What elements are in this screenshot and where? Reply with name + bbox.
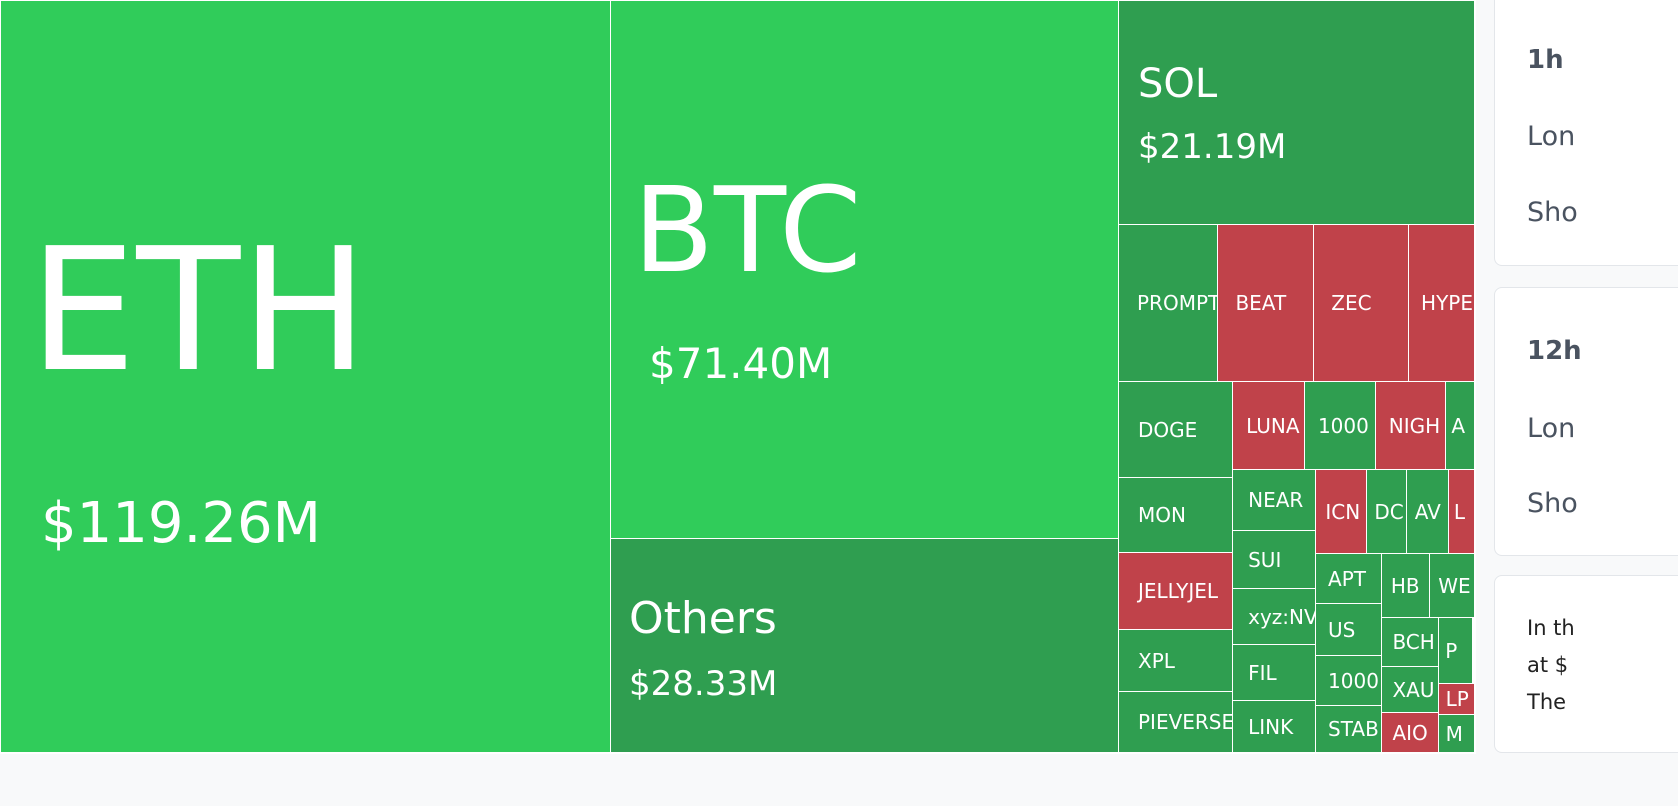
treemap-cell[interactable]: L	[1448, 469, 1475, 554]
treemap-cell[interactable]: WE	[1429, 553, 1475, 618]
treemap-cell[interactable]: APT	[1315, 553, 1382, 604]
cell-symbol: M	[1445, 721, 1463, 746]
cell-symbol: STAB	[1328, 717, 1379, 741]
treemap-cell[interactable]: MON	[1118, 477, 1233, 553]
treemap-cell[interactable]: DOGE	[1118, 381, 1233, 478]
cell-symbol: APT	[1328, 566, 1367, 591]
treemap-cell[interactable]: LP	[1438, 683, 1475, 715]
cell-symbol: ZEC	[1331, 291, 1372, 315]
treemap-cell[interactable]: LINK	[1232, 700, 1316, 753]
cell-symbol: L	[1453, 499, 1466, 524]
cell-symbol: DC	[1374, 499, 1404, 524]
treemap-cell[interactable]: JELLYJEL	[1118, 552, 1233, 630]
cell-symbol: P	[1445, 638, 1458, 663]
cell-symbol: HB	[1390, 573, 1420, 598]
treemap-cell[interactable]: BCH	[1381, 617, 1439, 667]
treemap-cell[interactable]: STAB	[1315, 705, 1382, 753]
liquidation-treemap: ETH $119.26M BTC $71.40M Others $28.33M …	[0, 0, 1476, 754]
treemap-cell[interactable]: NEAR	[1232, 469, 1316, 531]
cell-symbol: US	[1328, 617, 1356, 642]
treemap-cell[interactable]: ZEC	[1313, 224, 1409, 382]
cell-symbol: 1000	[1317, 413, 1369, 438]
cell-symbol: DOGE	[1138, 417, 1198, 442]
treemap-cell[interactable]: HB	[1381, 553, 1430, 618]
cell-symbol: BCH	[1392, 630, 1435, 654]
card-row-short: Sho	[1527, 488, 1578, 519]
cell-symbol: BEAT	[1235, 291, 1287, 315]
cell-symbol: xyz:NV	[1248, 604, 1316, 629]
card-row-short: Sho	[1527, 197, 1578, 228]
treemap-cell[interactable]: PROMPT	[1118, 224, 1218, 382]
cell-symbol: SOL	[1138, 61, 1218, 107]
summary-line: In th	[1527, 616, 1575, 640]
cell-symbol: AIO	[1392, 720, 1428, 745]
treemap-cell-sol[interactable]: SOL $21.19M	[1118, 0, 1475, 225]
cell-symbol: 1000	[1328, 668, 1379, 693]
treemap-cell[interactable]: DC	[1366, 469, 1407, 554]
treemap-cell[interactable]: ICN	[1315, 469, 1367, 554]
stats-card-12h: 12h Lon Sho	[1494, 287, 1678, 556]
cell-symbol: SUI	[1248, 547, 1282, 572]
cell-symbol: NIGH	[1388, 413, 1441, 438]
cell-symbol: A	[1451, 413, 1466, 438]
cell-symbol: JELLYJEL	[1138, 579, 1219, 603]
cell-symbol: MON	[1138, 503, 1186, 527]
card-title: 12h	[1527, 336, 1582, 366]
treemap-cell[interactable]: LUNA	[1232, 381, 1305, 470]
cell-symbol: ETH	[29, 212, 369, 410]
cell-symbol: ICN	[1325, 499, 1361, 524]
cell-symbol: PIEVERSE	[1138, 710, 1233, 734]
treemap-cell[interactable]: P	[1438, 617, 1473, 684]
stats-card-1h: 1h Lon Sho	[1494, 0, 1678, 266]
treemap-cell[interactable]: US	[1315, 603, 1382, 656]
treemap-cell[interactable]: A	[1445, 381, 1475, 470]
card-row-long: Lon	[1527, 413, 1576, 444]
cell-symbol: LUNA	[1246, 413, 1300, 438]
treemap-cell[interactable]: 1000	[1304, 381, 1376, 470]
treemap-cell-eth[interactable]: ETH $119.26M	[0, 0, 611, 753]
cell-symbol: AV	[1414, 499, 1441, 524]
card-row-long: Lon	[1527, 121, 1576, 152]
summary-line: at $	[1527, 653, 1569, 677]
cell-value: $119.26M	[41, 491, 321, 556]
treemap-cell[interactable]: XAU	[1381, 666, 1439, 713]
cell-value: $28.33M	[629, 664, 778, 704]
cell-value: $71.40M	[649, 339, 833, 388]
cell-symbol: BTC	[633, 161, 862, 299]
card-title: 1h	[1527, 45, 1564, 75]
treemap-cell[interactable]: SUI	[1232, 530, 1316, 589]
summary-card: In th at $ The	[1494, 575, 1678, 753]
treemap-cell[interactable]: xyz:NV	[1232, 588, 1316, 645]
cell-symbol: LINK	[1248, 714, 1294, 739]
treemap-cell[interactable]: PIEVERSE	[1118, 691, 1233, 753]
treemap-cell[interactable]: 1000	[1315, 655, 1382, 706]
treemap-cell-others[interactable]: Others $28.33M	[610, 538, 1119, 753]
cell-symbol: XPL	[1138, 648, 1175, 673]
cell-symbol: PROMPT	[1137, 291, 1218, 315]
treemap-cell-btc[interactable]: BTC $71.40M	[610, 0, 1119, 539]
cell-symbol: FIL	[1248, 660, 1277, 685]
treemap-cell[interactable]: AIO	[1381, 712, 1439, 753]
cell-symbol: LP	[1445, 687, 1469, 711]
cell-symbol: WE	[1438, 573, 1471, 598]
treemap-cell[interactable]: AV	[1406, 469, 1449, 554]
cell-symbol: NEAR	[1248, 488, 1304, 512]
treemap-cell[interactable]: HYPE	[1408, 224, 1475, 382]
treemap-cell[interactable]: NIGH	[1375, 381, 1446, 470]
cell-symbol: HYPE	[1421, 291, 1473, 315]
cell-symbol: XAU	[1392, 677, 1435, 702]
cell-symbol: Others	[629, 593, 777, 644]
cell-value: $21.19M	[1138, 127, 1287, 167]
treemap-cell[interactable]: M	[1438, 714, 1475, 753]
summary-line: The	[1527, 690, 1567, 714]
treemap-cell[interactable]: XPL	[1118, 629, 1233, 692]
treemap-cell[interactable]: BEAT	[1217, 224, 1314, 382]
treemap-cell[interactable]: FIL	[1232, 644, 1316, 701]
